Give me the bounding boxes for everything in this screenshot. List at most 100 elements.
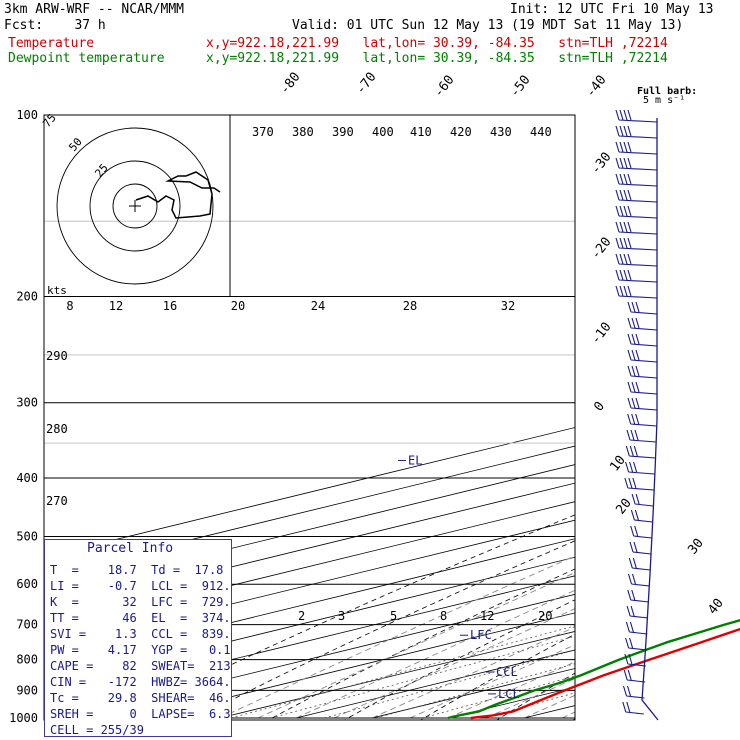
forecast-hour: Fcst: 37 h	[4, 18, 106, 33]
wind-barb	[622, 701, 644, 715]
wind-barb	[627, 573, 650, 587]
wind-barb	[627, 397, 658, 411]
pressure-tick-label: 100	[16, 108, 38, 122]
dry-adiabat	[419, 633, 575, 720]
hodograph-ring-label: 75	[40, 111, 58, 130]
pressure-tick-label: 400	[16, 471, 38, 485]
barb-key-label: Full barb:	[637, 86, 697, 97]
temperature-line	[470, 627, 740, 720]
dry-adiabat	[634, 115, 740, 731]
dry-adiabat	[191, 540, 575, 720]
isotherm-line	[143, 612, 575, 719]
hodograph-axis-label: 12	[109, 299, 123, 313]
wind-barb	[627, 589, 649, 603]
wind-barb	[630, 525, 652, 539]
hodograph-axis-label: 8	[66, 299, 73, 313]
hodograph-trace	[135, 171, 221, 219]
wind-barb	[626, 605, 649, 619]
wind-barb	[624, 653, 646, 667]
isotherm-line	[44, 556, 575, 688]
wind-barb	[627, 349, 658, 363]
moist-adiabat	[333, 608, 575, 719]
temperature-station-info: x,y=922.18,221.99 lat,lon= 30.39, -84.35…	[206, 36, 668, 51]
moist-adiabat	[409, 644, 575, 719]
wind-barb	[615, 253, 658, 267]
level-marker-label: EL	[408, 453, 422, 467]
wind-barb	[615, 141, 658, 155]
wind-barb	[627, 381, 658, 395]
level-marker-label: CCL	[496, 665, 518, 679]
hodograph-axis-label: 28	[403, 299, 417, 313]
pressure-tick-label: 500	[16, 529, 38, 543]
wind-barb	[615, 157, 658, 171]
parcel-row-sreh: SREH = 0 LAPSE= 6.3	[50, 707, 231, 721]
isotherm-line	[44, 575, 575, 706]
isotherm-label: -40	[583, 73, 609, 101]
hodograph-axis-label: 16	[163, 299, 177, 313]
hodograph-ring-label: 50	[66, 135, 84, 154]
dewpoint-legend-label: Dewpoint temperature	[8, 51, 165, 66]
dewpoint-line	[447, 618, 740, 720]
hodograph-ring	[89, 160, 181, 252]
wind-barb	[625, 637, 647, 651]
hodograph-ring-label: 25	[92, 161, 110, 180]
wind-barb	[615, 109, 658, 123]
pressure-tick-label: 700	[16, 618, 38, 632]
pressure-tick-label: 600	[16, 577, 38, 591]
parcel-row-cell: CELL = 255/39	[50, 723, 144, 737]
wind-barb	[625, 621, 648, 635]
isotherm-label: 20	[613, 496, 634, 518]
wind-barb	[627, 413, 657, 427]
parcel-row-svi: SVI = 1.3 CCL = 839.	[50, 627, 231, 641]
wind-barb	[629, 541, 652, 555]
hodograph-origin	[129, 200, 141, 212]
mixing-ratio-label: 20	[538, 609, 552, 623]
chart-grid	[43, 114, 740, 731]
mixing-ratio-label: 2	[298, 609, 305, 623]
sounding-lines: EL LFC CCL LCL	[398, 453, 740, 720]
theta-label: 370	[252, 125, 274, 139]
wind-barb	[630, 509, 653, 523]
theta-left-label: 270	[46, 494, 68, 508]
wind-barb	[615, 173, 658, 187]
pressure-tick-label: 800	[16, 653, 38, 667]
theta-label: 430	[490, 125, 512, 139]
moist-adiabat	[485, 678, 575, 719]
dewpoint-station-info: x,y=922.18,221.99 lat,lon= 30.39, -84.35…	[206, 51, 668, 66]
mixing-ratio-label: 3	[338, 609, 345, 623]
wind-barb	[624, 477, 654, 491]
parcel-row-tt: TT = 46 EL = 374.	[50, 611, 231, 625]
moist-adiabat	[295, 589, 575, 719]
parcel-row-k: K = 32 LFC = 729.	[50, 595, 231, 609]
isotherm-label: -50	[507, 73, 533, 101]
wind-barb	[615, 221, 658, 235]
moist-adiabat	[371, 626, 575, 719]
hodograph-unit: kts	[47, 284, 67, 297]
parcel-info-title: Parcel Info	[87, 541, 174, 556]
init-time: Init: 12 UTC Fri 10 May 13	[510, 2, 714, 17]
wind-barb	[623, 669, 646, 683]
moist-adiabat	[561, 711, 575, 719]
theta-label: 390	[332, 125, 354, 139]
theta-left-label: 290	[46, 349, 68, 363]
pressure-tick-label: 300	[16, 396, 38, 410]
pressure-tick-label: 200	[16, 290, 38, 304]
parcel-row-t: T = 18.7 Td = 17.8	[50, 563, 224, 577]
theta-label: 410	[410, 125, 432, 139]
pressure-tick-label: 900	[16, 683, 38, 697]
mixing-ratio-label: 5	[390, 609, 397, 623]
hodograph-axis-label: 32	[501, 299, 515, 313]
isotherm-label: -10	[588, 320, 614, 348]
level-marker-label: LFC	[470, 628, 492, 642]
theta-label: 380	[292, 125, 314, 139]
wind-barb	[615, 285, 658, 299]
hodograph-ring	[112, 183, 158, 229]
mixing-ratio-label: 8	[440, 609, 447, 623]
theta-label: 440	[530, 125, 552, 139]
temperature-legend-label: Temperature	[8, 36, 95, 51]
mixing-ratio-line	[422, 675, 575, 719]
isotherm-label: -60	[431, 73, 457, 101]
wind-barb	[626, 429, 657, 443]
barb-staff	[641, 118, 659, 721]
wind-barb	[625, 461, 655, 475]
